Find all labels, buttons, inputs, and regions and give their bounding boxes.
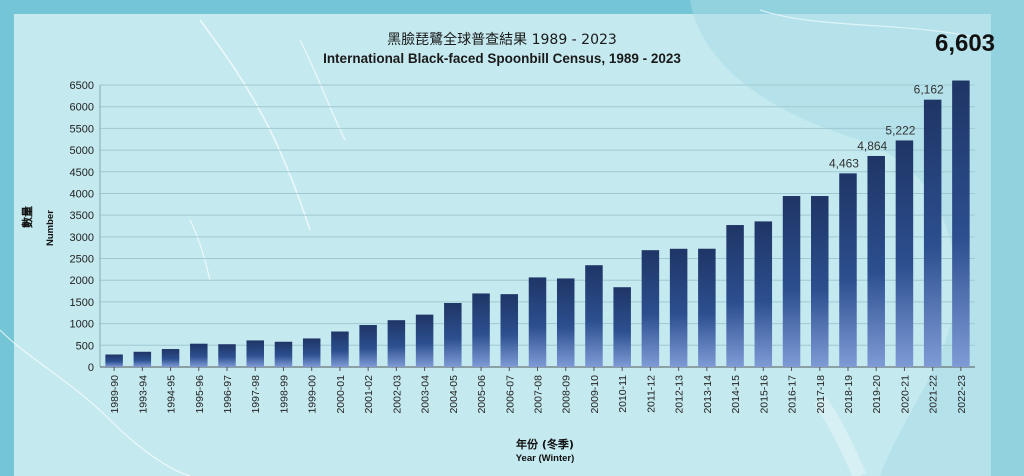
y-tick-label: 4500	[70, 167, 94, 179]
y-axis-title: Number	[45, 210, 56, 246]
x-tick-label: 2021-22	[928, 375, 940, 414]
x-axis-title-zh: 年份 (冬季)	[516, 438, 574, 451]
x-tick-label: 2016-17	[787, 375, 799, 414]
bar-2003-04	[415, 314, 434, 367]
y-axis: 0 500 1000 1500 2000 2500 3000 3500 4000 4500 5000…	[70, 80, 975, 374]
bar-1994-95	[161, 349, 180, 367]
x-tick-label: 2018-19	[843, 375, 855, 414]
x-tick-label: 1998-99	[278, 375, 290, 414]
bar-1997-98	[246, 340, 264, 367]
bar-2000-01	[331, 331, 349, 367]
x-tick-label: 1993-94	[137, 375, 149, 414]
bar-1993-94	[133, 351, 152, 367]
bar-2007-08	[528, 277, 547, 367]
y-tick-label: 0	[88, 362, 94, 374]
bar-2021-22	[923, 99, 942, 367]
data-label-2020-21: 5,222	[885, 123, 915, 137]
y-tick-label: 4000	[70, 188, 94, 200]
x-tick-label: 1995-96	[194, 375, 206, 414]
bar-2017-18	[811, 196, 829, 367]
data-labels: 4,463 4,864 5,222 6,162	[829, 83, 944, 171]
bar-2014-15	[726, 225, 744, 367]
x-tick-label: 2009-10	[589, 375, 601, 414]
data-label-2018-19: 4,463	[829, 156, 859, 170]
bar-2011-12	[641, 250, 660, 367]
bar-1996-97	[218, 344, 236, 367]
chart-subtitle: International Black-faced Spoonbill Cens…	[323, 51, 681, 66]
y-axis-title-zh: 數量	[21, 206, 34, 228]
chart-title: 黑臉琵鷺全球普查結果 1989 - 2023	[387, 32, 617, 48]
x-tick-label: 1994-95	[166, 375, 178, 414]
bar-2008-09	[556, 278, 575, 367]
x-tick-label: 2013-14	[702, 375, 714, 414]
bar-2001-02	[359, 325, 377, 367]
y-tick-label: 3000	[70, 232, 94, 244]
latest-count-callout: 6,603	[934, 30, 996, 57]
x-tick-label: 2014-15	[730, 375, 742, 414]
x-tick-label: 2008-09	[561, 375, 573, 414]
bar-2022-23	[952, 80, 970, 368]
y-tick-label: 1000	[70, 319, 94, 331]
data-label-2021-22: 6,162	[914, 83, 944, 97]
x-tick-label: 2002-03	[391, 375, 403, 414]
bar-2009-10	[585, 265, 603, 367]
bar-2005-06	[472, 293, 490, 367]
data-label-2019-20: 4,864	[857, 139, 887, 153]
bar-series	[105, 80, 970, 368]
y-tick-label: 3500	[70, 210, 94, 222]
y-tick-label: 5500	[70, 123, 94, 135]
bar-1989-90	[105, 354, 123, 367]
x-axis: 1989-90 1993-94 1994-95 1995-96 1996-97 1997-…	[109, 367, 968, 414]
x-tick-label: 2019-20	[871, 375, 883, 414]
bar-2020-21	[895, 140, 914, 367]
bar-2013-14	[698, 248, 716, 367]
x-tick-label: 2020-21	[899, 375, 911, 414]
bar-2018-19	[839, 173, 857, 367]
y-tick-label: 1500	[70, 297, 94, 309]
x-tick-label: 2012-13	[674, 375, 686, 414]
bar-2010-11	[613, 287, 631, 367]
y-tick-label: 2500	[70, 254, 94, 266]
x-tick-label: 2004-05	[448, 375, 460, 414]
bar-2002-03	[387, 320, 406, 367]
x-tick-label: 2010-11	[617, 375, 629, 413]
bar-2019-20	[867, 155, 885, 367]
bar-1995-96	[190, 343, 208, 367]
x-tick-label: 2011-12	[645, 375, 657, 413]
y-tick-label: 2000	[70, 275, 94, 287]
y-tick-label: 5000	[70, 145, 94, 157]
x-tick-label: 2001-02	[363, 375, 375, 414]
x-tick-label: 2022-23	[956, 375, 968, 414]
y-tick-label: 6500	[70, 80, 94, 92]
x-tick-label: 1999-00	[307, 375, 319, 414]
bar-2016-17	[782, 196, 801, 367]
x-tick-label: 2007-08	[533, 375, 545, 414]
bar-1998-99	[274, 341, 293, 367]
x-tick-label: 1997-98	[250, 375, 262, 414]
bar-2004-05	[444, 303, 462, 367]
x-tick-label: 2003-04	[420, 375, 432, 414]
x-tick-label: 2000-01	[335, 375, 347, 414]
x-tick-label: 2006-07	[504, 375, 516, 414]
bar-2012-13	[669, 248, 688, 367]
x-axis-title: Year (Winter)	[515, 453, 575, 464]
x-tick-label: 1989-90	[109, 375, 121, 414]
x-tick-label: 2017-18	[815, 375, 827, 414]
bar-2006-07	[500, 294, 519, 367]
y-tick-label: 6000	[70, 102, 94, 114]
bar-2015-16	[754, 221, 773, 367]
x-tick-label: 1996-97	[222, 375, 234, 414]
x-tick-label: 2005-06	[476, 375, 488, 414]
bar-1999-00	[302, 338, 321, 367]
x-tick-label: 2015-16	[758, 375, 770, 414]
y-tick-label: 500	[76, 340, 94, 352]
